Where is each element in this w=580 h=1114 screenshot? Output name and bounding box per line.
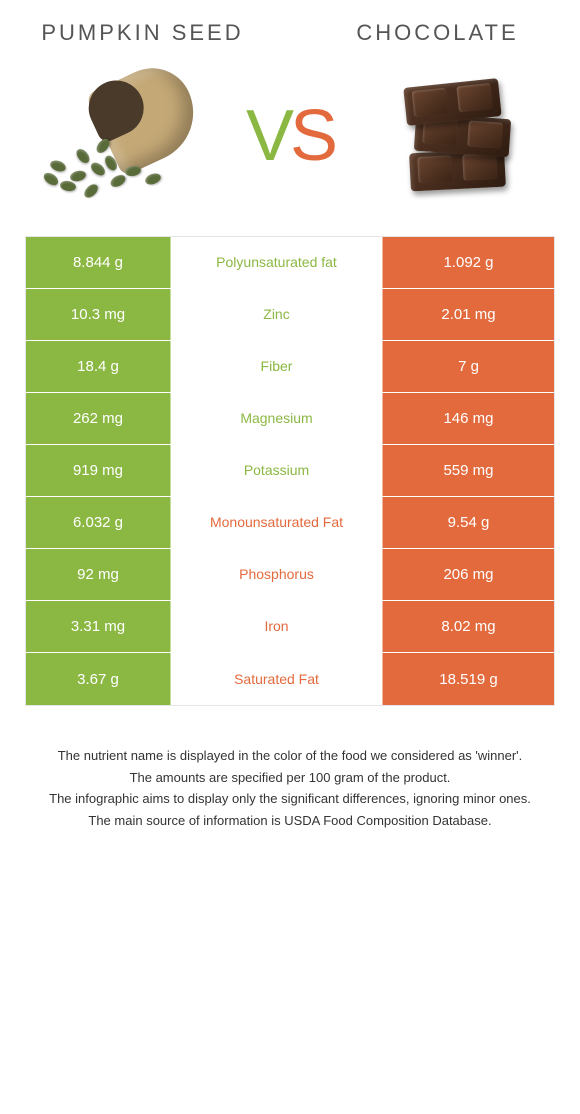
left-value-cell: 3.31 mg <box>26 601 171 652</box>
table-row: 92 mgPhosphorus206 mg <box>26 549 554 601</box>
nutrient-label-cell: Saturated Fat <box>171 653 382 705</box>
nutrient-label-cell: Zinc <box>171 289 382 340</box>
images-row: V S <box>15 56 565 236</box>
left-value-cell: 92 mg <box>26 549 171 600</box>
pumpkin-seed-image <box>35 66 205 206</box>
vs-label: V S <box>246 95 334 177</box>
left-food-title: Pumpkin Seed <box>35 20 250 46</box>
chocolate-image <box>375 66 545 206</box>
header: Pumpkin Seed Chocolate <box>15 20 565 56</box>
left-value-cell: 3.67 g <box>26 653 171 705</box>
comparison-table: 8.844 gPolyunsaturated fat1.092 g10.3 mg… <box>25 236 555 706</box>
right-value-cell: 559 mg <box>382 445 554 496</box>
right-food-title: Chocolate <box>330 20 545 46</box>
table-row: 3.67 gSaturated Fat18.519 g <box>26 653 554 705</box>
nutrient-label-cell: Polyunsaturated fat <box>171 237 382 288</box>
footer-line-4: The main source of information is USDA F… <box>25 811 555 831</box>
right-value-cell: 7 g <box>382 341 554 392</box>
right-value-cell: 8.02 mg <box>382 601 554 652</box>
table-row: 3.31 mgIron8.02 mg <box>26 601 554 653</box>
nutrient-label-cell: Potassium <box>171 445 382 496</box>
table-row: 10.3 mgZinc2.01 mg <box>26 289 554 341</box>
nutrient-label-cell: Iron <box>171 601 382 652</box>
left-value-cell: 10.3 mg <box>26 289 171 340</box>
table-row: 8.844 gPolyunsaturated fat1.092 g <box>26 237 554 289</box>
left-value-cell: 919 mg <box>26 445 171 496</box>
table-row: 919 mgPotassium559 mg <box>26 445 554 497</box>
vs-v: V <box>246 95 290 177</box>
right-value-cell: 2.01 mg <box>382 289 554 340</box>
left-value-cell: 262 mg <box>26 393 171 444</box>
footer-notes: The nutrient name is displayed in the co… <box>15 706 565 830</box>
nutrient-label-cell: Fiber <box>171 341 382 392</box>
nutrient-label-cell: Phosphorus <box>171 549 382 600</box>
table-row: 262 mgMagnesium146 mg <box>26 393 554 445</box>
footer-line-1: The nutrient name is displayed in the co… <box>25 746 555 766</box>
left-value-cell: 18.4 g <box>26 341 171 392</box>
vs-s: S <box>290 95 334 177</box>
nutrient-label-cell: Monounsaturated Fat <box>171 497 382 548</box>
nutrient-label-cell: Magnesium <box>171 393 382 444</box>
footer-line-3: The infographic aims to display only the… <box>25 789 555 809</box>
right-value-cell: 206 mg <box>382 549 554 600</box>
right-value-cell: 146 mg <box>382 393 554 444</box>
right-value-cell: 18.519 g <box>382 653 554 705</box>
table-row: 6.032 gMonounsaturated Fat9.54 g <box>26 497 554 549</box>
footer-line-2: The amounts are specified per 100 gram o… <box>25 768 555 788</box>
left-value-cell: 8.844 g <box>26 237 171 288</box>
right-value-cell: 9.54 g <box>382 497 554 548</box>
table-row: 18.4 gFiber7 g <box>26 341 554 393</box>
right-value-cell: 1.092 g <box>382 237 554 288</box>
left-value-cell: 6.032 g <box>26 497 171 548</box>
